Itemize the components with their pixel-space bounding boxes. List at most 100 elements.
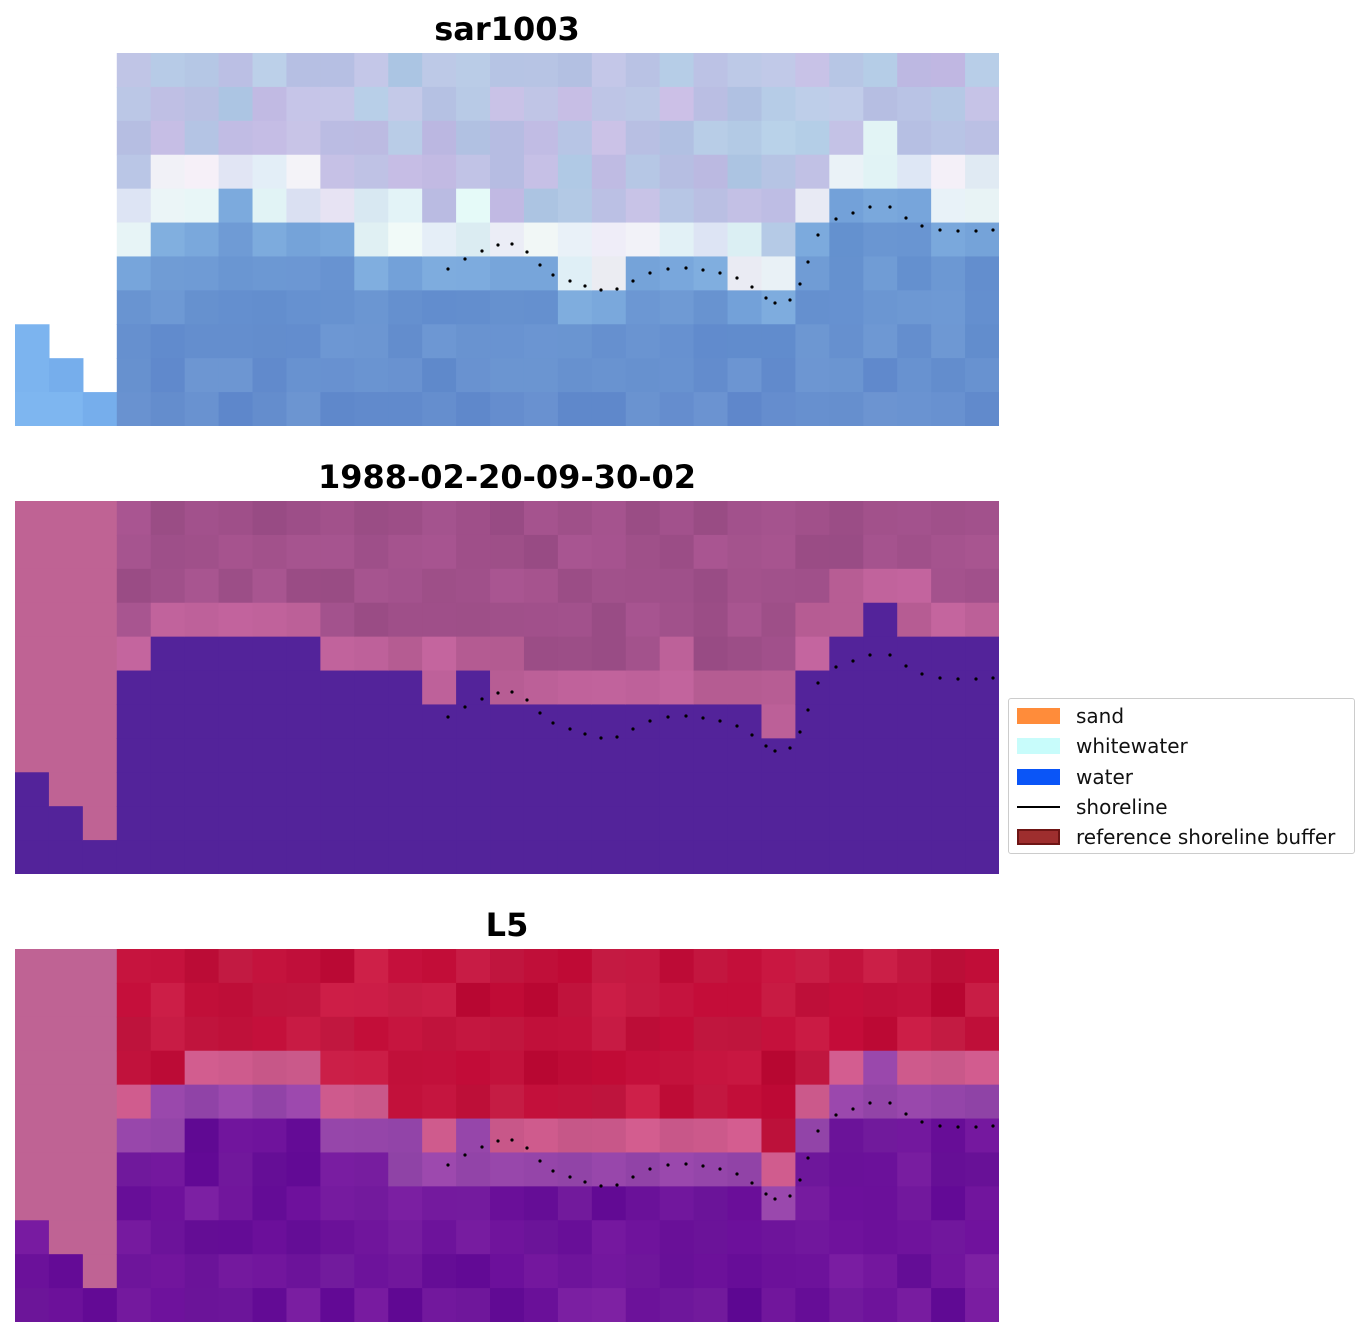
rgb-pixel [354,324,389,359]
class-pixel [490,602,525,638]
index-pixel [523,1186,559,1221]
index-pixel [795,1288,830,1322]
index-pixel [693,1186,729,1221]
shoreline-dot [750,1181,754,1185]
index-pixel [625,1084,661,1120]
rgb-pixel [218,290,254,325]
class-pixel [931,636,966,672]
index-pixel [218,1050,254,1086]
rgb-pixel [456,86,491,122]
rgb-pixel [184,256,220,291]
class-pixel [116,568,152,604]
shoreline-dot [446,1163,450,1167]
index-pixel [48,1220,84,1255]
class-pixel [15,568,50,604]
index-pixel [48,1118,84,1154]
index-pixel [184,982,220,1018]
index-pixel [557,1220,593,1255]
class-pixel [320,602,355,638]
class-pixel [388,636,423,672]
rgb-pixel [286,53,321,88]
rgb-pixel [150,86,186,122]
index-pixel [761,982,797,1018]
rgb-pixel [422,392,457,426]
index-pixel [490,1016,525,1052]
rgb-pixel [591,392,627,426]
index-pixel [829,949,864,984]
class-pixel [252,704,288,739]
index-pixel [48,1050,84,1086]
rgb-pixel [965,222,999,258]
rgb-pixel [863,324,898,359]
class-pixel [252,670,288,706]
class-pixel [286,840,321,874]
index-pixel [659,1288,695,1322]
rgb-pixel [897,324,932,359]
shoreline-dot [480,1145,484,1149]
index-pixel [795,1254,830,1289]
rgb-pixel [523,120,559,156]
rgb-pixel [693,256,729,291]
rgb-pixel [965,392,999,426]
index-pixel [48,1288,84,1322]
class-pixel [252,840,288,874]
class-pixel [15,501,50,536]
shoreline-dot [868,1101,872,1105]
class-pixel [490,840,525,874]
rgb-pixel [727,358,763,393]
class-pixel [931,501,966,536]
rgb-pixel [422,86,457,122]
rgb-pixel [659,256,695,291]
shoreline-dot [631,727,635,731]
rgb-pixel [320,120,355,156]
rgb-pixel [388,256,423,291]
rgb-pixel [116,324,152,359]
rgb-pixel [422,324,457,359]
class-pixel [795,568,830,604]
index-pixel [897,1186,932,1221]
class-pixel [625,602,661,638]
index-pixel [116,1186,152,1221]
rgb-pixel [659,188,695,224]
rgb-pixel [354,392,389,426]
rgb-pixel [659,53,695,88]
class-pixel [354,636,389,672]
class-pixel [218,806,254,841]
class-pixel [184,738,220,773]
rgb-pixel [388,358,423,393]
index-pixel [15,982,50,1018]
index-pixel [388,1118,423,1154]
rgb-pixel [523,86,559,122]
rgb-pixel [116,188,152,224]
rgb-pixel [150,154,186,190]
class-pixel [490,534,525,570]
class-pixel [591,704,627,739]
index-pixel [456,1118,491,1154]
shoreline-dot [904,1112,908,1116]
rgb-pixel [829,392,864,426]
shoreline-dot [974,677,978,681]
shoreline-line-swatch [1017,806,1060,808]
index-pixel [625,1220,661,1255]
index-pixel [252,1254,288,1289]
class-pixel [659,806,695,841]
class-pixel [48,704,84,739]
rgb-pixel [320,392,355,426]
class-pixel [965,501,999,536]
index-pixel [354,1118,389,1154]
rgb-pixel [625,53,661,88]
rgb-pixel [490,188,525,224]
index-pixel [490,1254,525,1289]
class-pixel [218,840,254,874]
index-pixel [795,982,830,1018]
index-pixel [286,982,321,1018]
index-image-panel [15,949,999,1322]
class-pixel [625,704,661,739]
shoreline-dot [666,267,670,271]
rgb-pixel [795,358,830,393]
class-pixel [286,568,321,604]
class-pixel [388,840,423,874]
rgb-pixel [286,256,321,291]
index-pixel [456,1016,491,1052]
index-pixel [659,1050,695,1086]
